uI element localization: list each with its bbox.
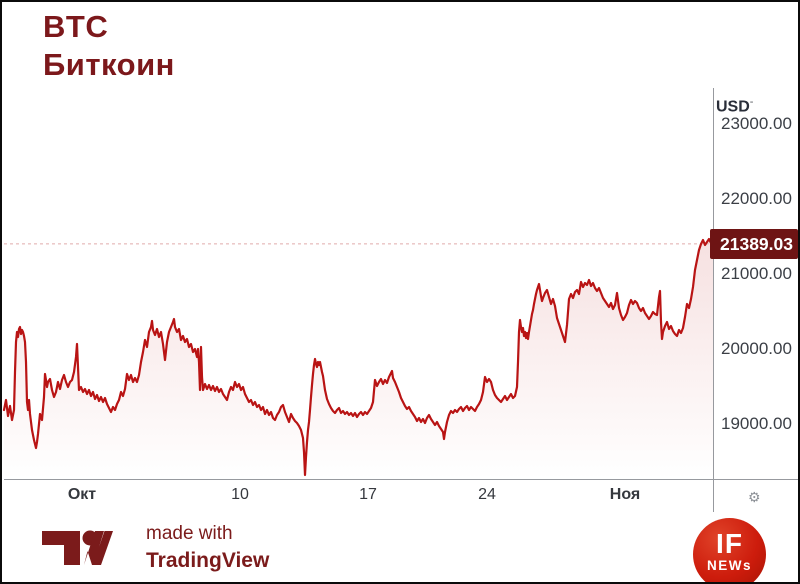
price-line-series <box>2 237 716 477</box>
if-news-logo: IF NEWs <box>693 518 766 582</box>
settings-gear-icon[interactable]: ⚙ <box>748 489 761 505</box>
coin-name-title: Биткоин <box>43 47 175 82</box>
x-axis-label: Ноя <box>609 486 641 503</box>
symbol-title: BTC <box>43 9 109 44</box>
y-axis-label: 23000.00 <box>721 114 792 133</box>
currency-label[interactable]: USD- <box>716 96 754 116</box>
price-area-fill <box>4 239 714 480</box>
x-axis-label: Окт <box>67 486 97 503</box>
price-axis[interactable]: 23000.00 22000.00 21000.00 20000.00 19000.00 <box>714 88 798 512</box>
last-price-badge: 21389.03 <box>710 228 798 259</box>
y-axis-label: 20000.00 <box>721 339 792 358</box>
x-axis-label: 17 <box>359 486 377 503</box>
made-with-text: made with TradingView <box>146 520 269 574</box>
tradingview-logo-icon[interactable] <box>40 524 120 570</box>
y-axis-label: 22000.00 <box>721 189 792 208</box>
time-axis[interactable]: Окт 10 17 24 Ноя <box>2 480 714 510</box>
x-axis-label: 24 <box>478 486 496 503</box>
brand-name: TradingView <box>146 549 270 572</box>
x-axis-label: 10 <box>231 486 249 503</box>
y-axis-label: 21000.00 <box>721 264 792 283</box>
page-title: BTC Биткоин <box>43 8 175 84</box>
made-with-line: made with <box>146 523 233 544</box>
tradingview-attribution[interactable]: made with TradingView <box>40 520 269 574</box>
if-news-line2: NEWs <box>706 558 752 573</box>
y-axis-label: 19000.00 <box>721 414 792 433</box>
currency-dash-icon: - <box>749 96 754 108</box>
if-news-line1: IF <box>716 528 743 559</box>
